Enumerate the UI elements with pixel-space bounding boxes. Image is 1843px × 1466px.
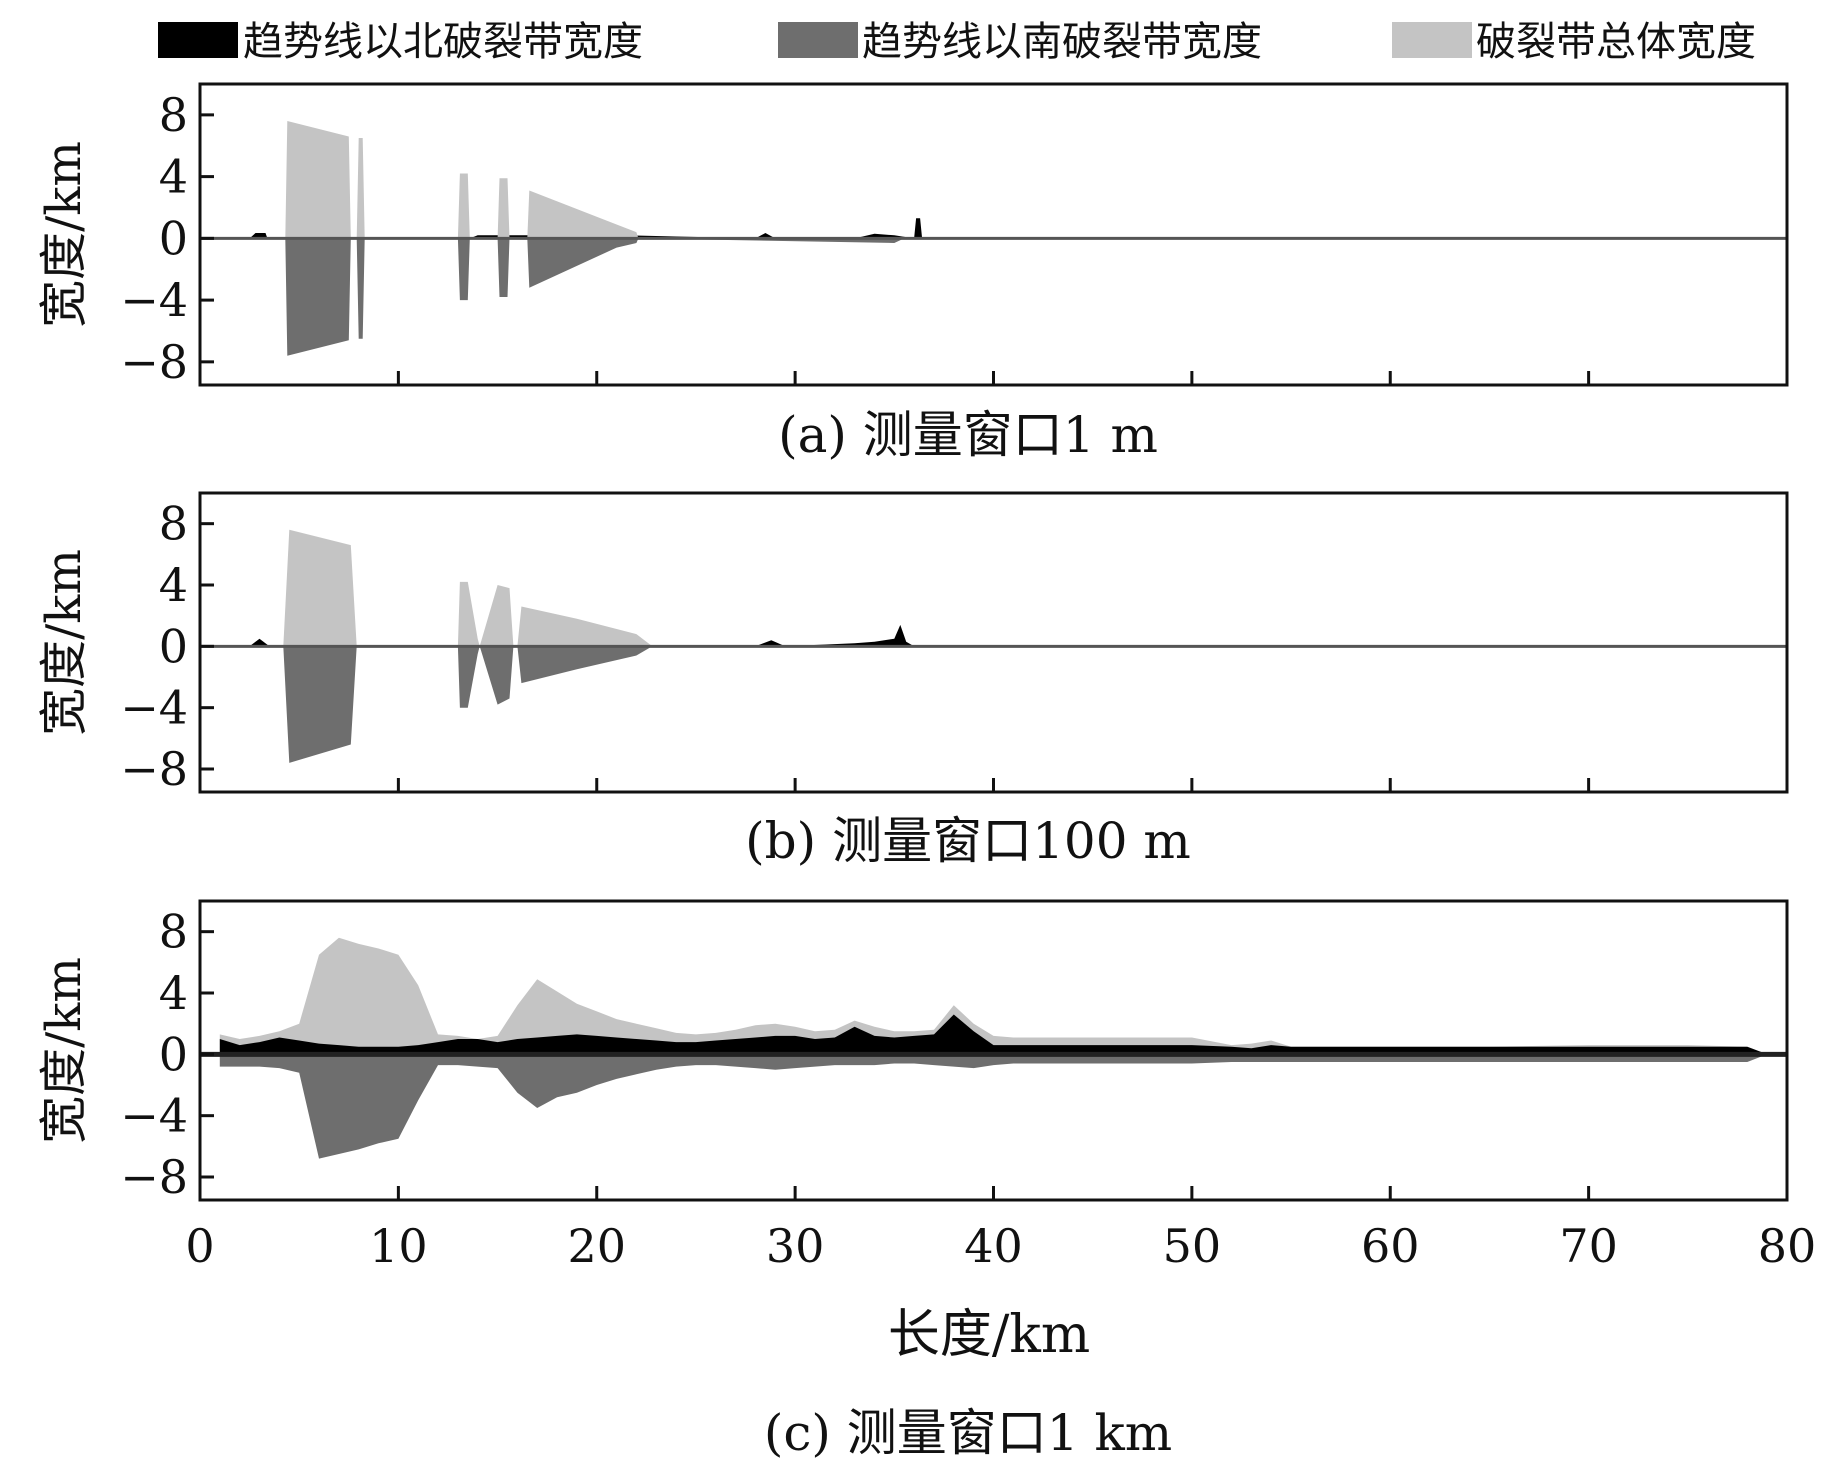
- legend-swatch-1: [158, 22, 238, 58]
- series-area-2: [283, 646, 653, 763]
- panel-a: 8 4 0 −4 −8 宽度/km (a) 测量窗口1 m: [36, 82, 1789, 464]
- series-area-1: [249, 624, 915, 647]
- series-area-1: [219, 937, 1768, 1055]
- panel-caption: (b) 测量窗口100 m: [745, 812, 1191, 870]
- x-tick-label: 0: [185, 1219, 214, 1273]
- y-tick-label: −8: [120, 1150, 188, 1204]
- legend-label-1: 趋势线以北破裂带宽度: [243, 19, 643, 65]
- y-tick-label: 0: [159, 211, 188, 265]
- legend-swatch-2: [778, 22, 858, 58]
- x-tick-label: 10: [369, 1219, 428, 1273]
- legend: 趋势线以北破裂带宽度 趋势线以南破裂带宽度 破裂带总体宽度: [158, 19, 1756, 65]
- x-tick-label: 70: [1559, 1219, 1618, 1273]
- legend-label-2: 趋势线以南破裂带宽度: [862, 19, 1262, 65]
- series-area-2: [219, 1014, 1768, 1055]
- x-tick-label: 60: [1361, 1219, 1420, 1273]
- y-tick-label: −4: [120, 1089, 188, 1143]
- x-tick-label: 50: [1163, 1219, 1222, 1273]
- y-tick-label: 0: [159, 1027, 188, 1081]
- x-tick-label: 20: [567, 1219, 626, 1273]
- panel-b: 8 4 0 −4 −8 宽度/km (b) 测量窗口100 m: [36, 491, 1789, 870]
- legend-label-3: 破裂带总体宽度: [1476, 19, 1756, 65]
- series-area-3: [285, 121, 639, 239]
- panel-caption: (c) 测量窗口1 km: [764, 1404, 1172, 1462]
- y-tick-label: 4: [159, 966, 188, 1020]
- y-tick-label: 8: [159, 905, 188, 959]
- y-tick-label: −4: [120, 681, 188, 735]
- y-tick-label: 0: [159, 619, 188, 673]
- y-tick-label: 8: [159, 497, 188, 551]
- x-tick-label: 80: [1758, 1219, 1817, 1273]
- legend-swatch-3: [1392, 22, 1472, 58]
- plot-area: [200, 84, 1787, 385]
- series-area-3: [219, 1054, 1768, 1159]
- y-tick-label: −8: [120, 742, 188, 796]
- y-tick-label: −8: [120, 335, 188, 389]
- x-axis-label: 长度/km: [888, 1305, 1090, 1365]
- x-tick-label: 40: [964, 1219, 1023, 1273]
- x-tick-label: 30: [766, 1219, 825, 1273]
- y-axis-label: 宽度/km: [36, 141, 92, 328]
- y-axis-label: 宽度/km: [36, 957, 92, 1144]
- plot-area: [200, 493, 1787, 792]
- panel-caption: (a) 测量窗口1 m: [778, 406, 1158, 464]
- y-axis-label: 宽度/km: [36, 549, 92, 736]
- y-tick-label: 4: [159, 150, 188, 204]
- y-tick-label: −4: [120, 273, 188, 327]
- y-tick-label: 4: [159, 558, 188, 612]
- series-area-3: [283, 529, 653, 647]
- y-tick-label: 8: [159, 88, 188, 142]
- series-area-2: [285, 238, 905, 356]
